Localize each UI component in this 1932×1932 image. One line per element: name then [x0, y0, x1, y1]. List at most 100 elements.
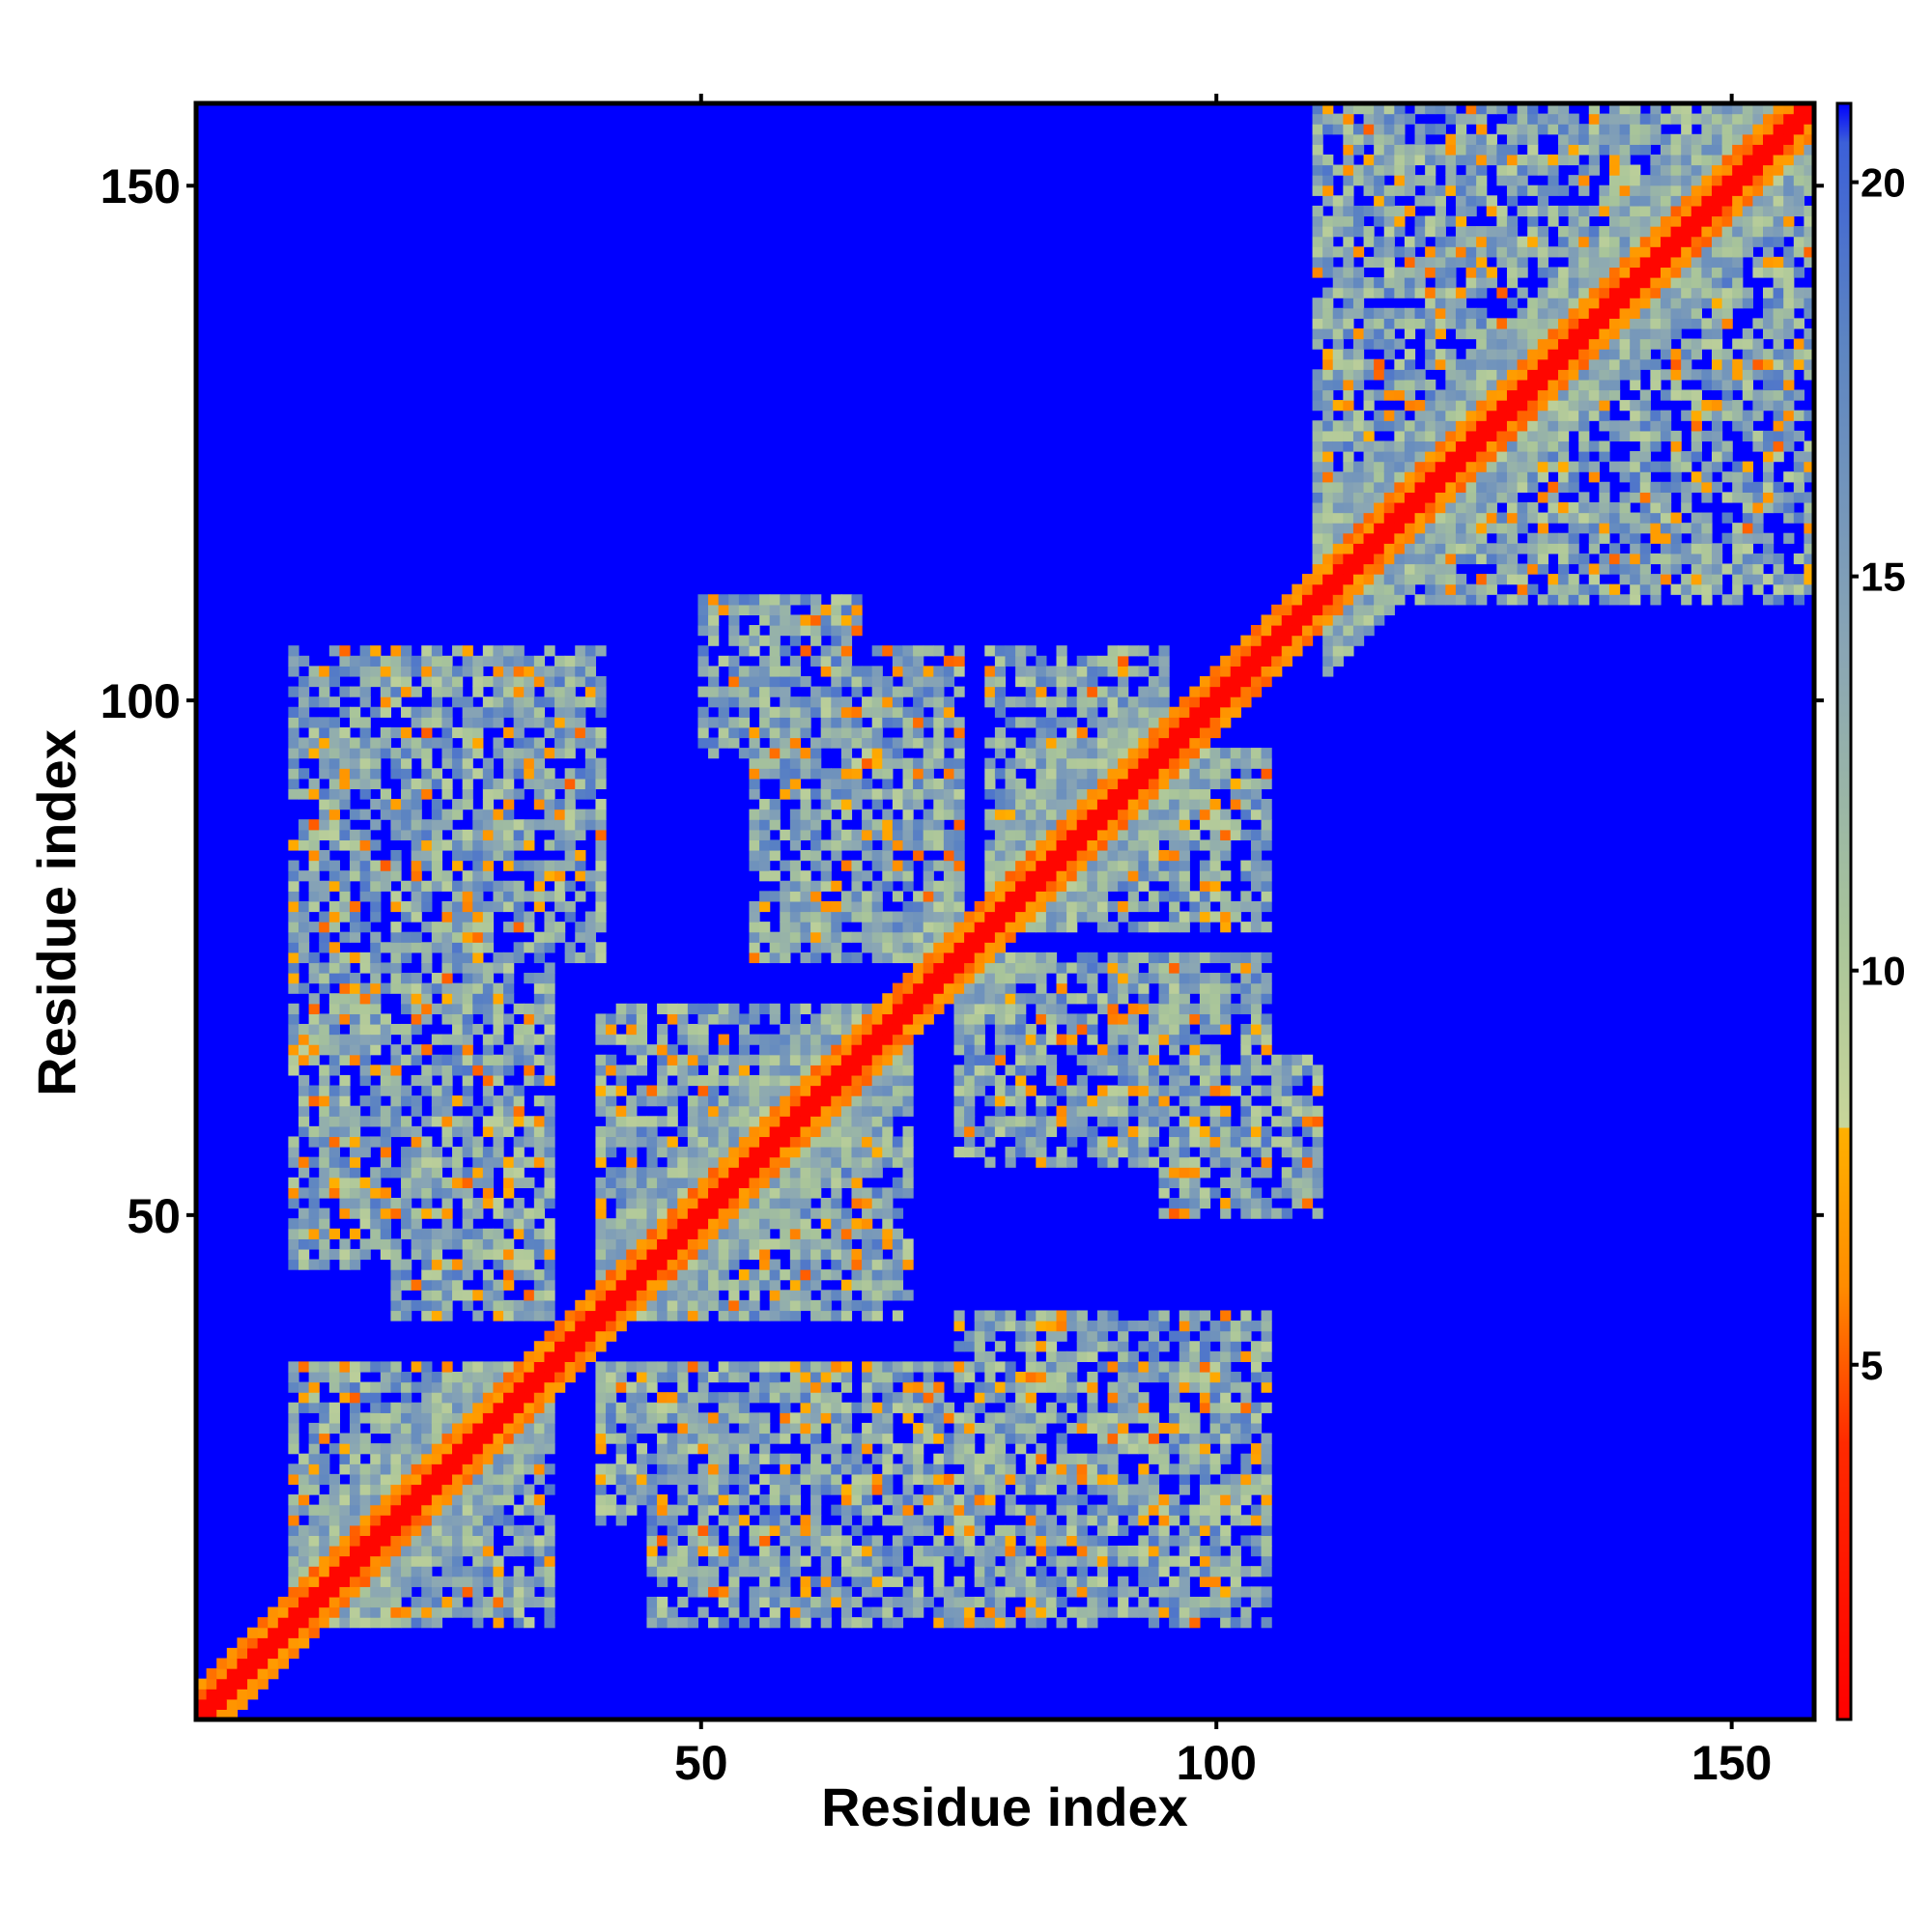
- heatmap-cell: [472, 1596, 484, 1608]
- heatmap-cell: [1036, 1310, 1047, 1321]
- heatmap-cell: [862, 696, 873, 708]
- heatmap-cell: [533, 706, 546, 718]
- heatmap-cell: [431, 922, 443, 933]
- heatmap-cell: [892, 666, 904, 677]
- heatmap-cell: [1025, 1504, 1037, 1516]
- heatmap-cell: [646, 1566, 658, 1577]
- heatmap-cell: [1036, 1504, 1047, 1516]
- heatmap-cell: [1066, 696, 1078, 708]
- heatmap-cell: [820, 1125, 832, 1138]
- heatmap-cell: [871, 1473, 883, 1486]
- heatmap-cell: [370, 1187, 382, 1199]
- heatmap-cell: [789, 1269, 802, 1281]
- heatmap-cell: [789, 860, 802, 871]
- heatmap-cell: [994, 931, 1007, 943]
- heatmap-cell: [820, 1085, 832, 1096]
- heatmap-cell: [800, 1412, 811, 1424]
- heatmap-cell: [769, 1361, 781, 1373]
- heatmap-cell: [452, 952, 464, 964]
- heatmap-cell: [840, 1279, 853, 1291]
- heatmap-cell: [840, 1299, 853, 1312]
- heatmap-cell: [687, 1299, 699, 1312]
- heatmap-cell: [974, 1065, 985, 1076]
- heatmap-cell: [984, 686, 996, 697]
- heatmap-cell: [984, 1586, 996, 1598]
- heatmap-cell: [370, 1361, 382, 1373]
- heatmap-cell: [789, 675, 802, 688]
- heatmap-cell: [503, 666, 515, 677]
- heatmap-cell: [697, 1494, 709, 1506]
- heatmap-cell: [810, 911, 822, 923]
- heatmap-cell: [421, 1228, 433, 1239]
- heatmap-cell: [615, 1085, 627, 1096]
- heatmap-cell: [831, 1269, 842, 1281]
- heatmap-cell: [1005, 1422, 1016, 1435]
- heatmap-cell: [626, 1228, 638, 1239]
- heatmap-cell: [533, 1576, 546, 1587]
- heatmap-cell: [452, 768, 464, 780]
- heatmap-cell: [800, 952, 811, 964]
- heatmap-cell: [431, 737, 443, 749]
- heatmap-cell: [431, 686, 443, 697]
- heatmap-cell: [871, 1535, 883, 1547]
- heatmap-cell: [554, 799, 566, 810]
- heatmap-cell: [994, 1054, 1007, 1065]
- heatmap-cell: [994, 962, 1007, 974]
- heatmap-cell: [789, 778, 802, 790]
- heatmap-cell: [441, 1545, 453, 1557]
- heatmap-cell: [862, 1116, 873, 1127]
- heatmap-cell: [298, 1381, 310, 1393]
- heatmap-cell: [646, 1371, 658, 1383]
- heatmap-cell: [554, 675, 566, 688]
- heatmap-cell: [984, 891, 996, 902]
- heatmap-cell: [759, 1433, 771, 1444]
- heatmap-cell: [390, 1494, 402, 1506]
- heatmap-cell: [513, 900, 525, 913]
- heatmap-cell: [994, 1013, 1007, 1025]
- heatmap-cell: [820, 1074, 832, 1087]
- heatmap-cell: [524, 717, 535, 728]
- heatmap-cell: [380, 706, 392, 718]
- heatmap-cell: [984, 952, 996, 964]
- heatmap-cell: [718, 1034, 729, 1045]
- heatmap-cell: [646, 1187, 658, 1199]
- heatmap-cell: [1056, 666, 1067, 677]
- heatmap-cell: [472, 880, 484, 892]
- heatmap-cell: [452, 922, 464, 933]
- heatmap-cell: [831, 1228, 842, 1239]
- heatmap-cell: [288, 737, 299, 749]
- heatmap-cell: [1056, 799, 1067, 810]
- heatmap-cell: [584, 788, 597, 800]
- heatmap-cell: [401, 1208, 412, 1219]
- heatmap-cell: [288, 1412, 299, 1424]
- heatmap-cell: [350, 1208, 361, 1219]
- heatmap-cell: [380, 1515, 392, 1526]
- heatmap-cell: [728, 1586, 740, 1598]
- heatmap-cell: [482, 1412, 495, 1424]
- heatmap-cell: [810, 942, 822, 953]
- heatmap-cell: [1005, 1494, 1016, 1506]
- heatmap-cell: [493, 1197, 504, 1209]
- heatmap-cell: [933, 1473, 945, 1486]
- heatmap-cell: [626, 1494, 638, 1506]
- heatmap-cell: [657, 1606, 668, 1618]
- heatmap-cell: [657, 1187, 668, 1199]
- heatmap-cell: [851, 1156, 863, 1168]
- heatmap-cell: [789, 1197, 802, 1209]
- heatmap-cell: [728, 1065, 740, 1076]
- heatmap-cell: [421, 1187, 433, 1199]
- heatmap-cell: [524, 696, 535, 708]
- heatmap-cell: [913, 799, 924, 810]
- heatmap-cell: [554, 696, 566, 708]
- heatmap-cell: [370, 1596, 382, 1608]
- heatmap-cell: [728, 1524, 740, 1537]
- heatmap-cell: [308, 1218, 320, 1230]
- heatmap-cell: [390, 1085, 402, 1096]
- heatmap-cell: [626, 1238, 638, 1250]
- heatmap-cell: [421, 1147, 433, 1158]
- heatmap-cell: [964, 1034, 976, 1045]
- heatmap-cell: [636, 1259, 648, 1270]
- heatmap-cell: [882, 1402, 894, 1413]
- heatmap-cell: [657, 1177, 668, 1188]
- heatmap-cell: [687, 1116, 699, 1127]
